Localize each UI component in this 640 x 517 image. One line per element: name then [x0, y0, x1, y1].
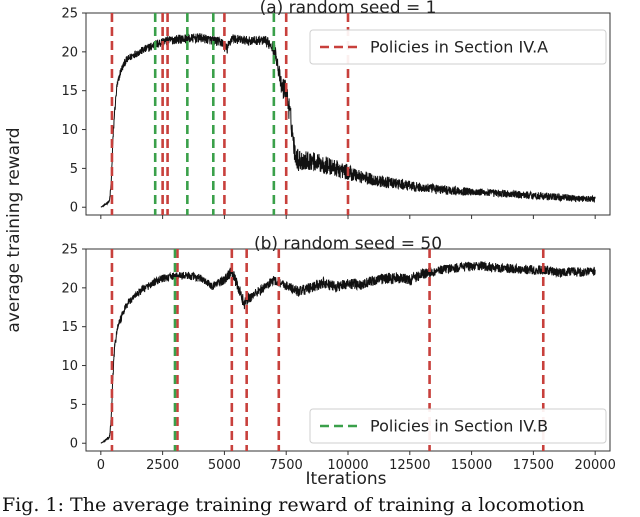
y-tick-label: 25 — [61, 7, 78, 22]
y-tick-label: 20 — [61, 281, 78, 296]
y-tick-label: 0 — [70, 201, 78, 216]
panel-a: 0 5 10 15 20 25 (a) random seed = 1 Policies in… — [61, 0, 611, 219]
figure-caption: Fig. 1: The average training reward of t… — [2, 494, 585, 516]
legend-label: Policies in Section IV.B — [370, 417, 548, 436]
panel-title: (b) random seed = 50 — [254, 234, 442, 254]
y-tick-label: 20 — [61, 45, 78, 60]
x-tick-label: 10000 — [327, 458, 368, 473]
x-tick-label: 17500 — [513, 458, 554, 473]
y-axis-label: average training reward — [4, 127, 24, 332]
legend-box — [309, 29, 607, 65]
y-tick-label: 5 — [70, 162, 78, 177]
y-tick-label: 10 — [61, 359, 78, 374]
x-tick-label: 20000 — [574, 458, 615, 473]
y-tick-label: 10 — [61, 123, 78, 138]
y-tick-label: 5 — [70, 398, 78, 413]
x-axis-label: Iterations — [306, 469, 387, 489]
y-tick-label: 15 — [61, 84, 78, 99]
chart-svg: average training reward Iterations 0 5 10 1… — [4, 0, 616, 489]
legend-box — [309, 408, 607, 444]
panel-b: 0 5 10 15 20 25 0 2500 5000 7500 10000 12500 15000 17… — [61, 234, 615, 473]
y-tick-label: 15 — [61, 320, 78, 335]
panel-title: (a) random seed = 1 — [260, 0, 437, 18]
x-tick-label: 5000 — [208, 458, 241, 473]
x-tick-label: 15000 — [451, 458, 492, 473]
x-tick-label: 7500 — [270, 458, 303, 473]
x-tick-label: 12500 — [389, 458, 430, 473]
legend-label: Policies in Section IV.A — [370, 38, 548, 57]
x-tick-label: 2500 — [146, 458, 179, 473]
reward-curve-line — [100, 260, 596, 444]
y-tick-label: 0 — [70, 437, 78, 452]
x-tick-label: 0 — [97, 458, 105, 473]
y-tick-label: 25 — [61, 243, 78, 258]
